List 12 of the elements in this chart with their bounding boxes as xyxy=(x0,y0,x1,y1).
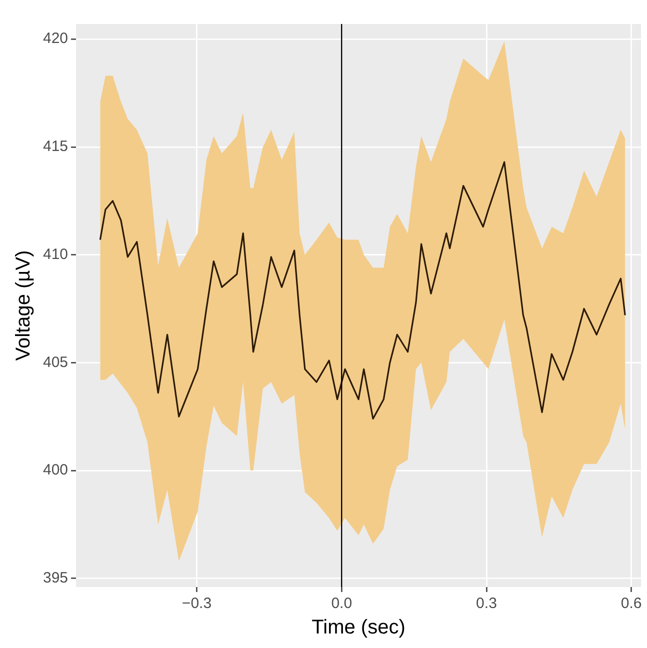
y-tick-label: 400 xyxy=(42,462,68,479)
x-tick-label: −0.3 xyxy=(182,595,212,612)
y-tick-label: 415 xyxy=(42,138,68,156)
y-tick-label: 410 xyxy=(42,246,68,263)
y-tick-label: 405 xyxy=(42,354,68,371)
y-axis-title: Voltage (µV) xyxy=(12,250,35,361)
x-axis-title: Time (sec) xyxy=(312,616,406,639)
x-tick-label: 0.0 xyxy=(331,595,352,612)
x-tick-label: 0.3 xyxy=(476,595,497,612)
y-tick-label: 420 xyxy=(42,30,68,48)
y-tick-label: 395 xyxy=(42,570,68,587)
x-tick-label: 0.6 xyxy=(620,595,642,612)
